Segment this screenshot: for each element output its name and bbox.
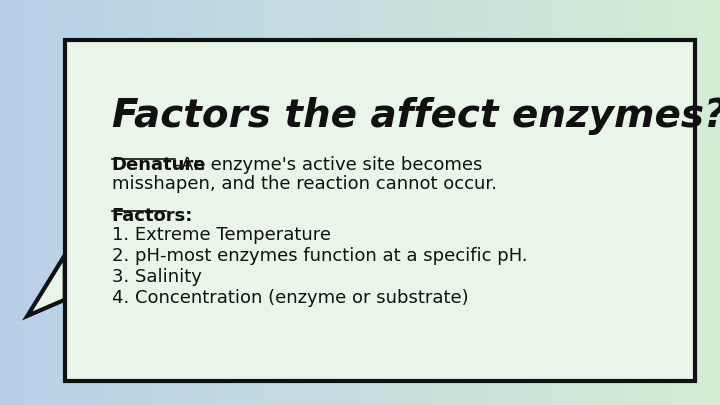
Text: -An enzyme's active site becomes: -An enzyme's active site becomes — [175, 156, 482, 174]
Text: Factors the affect enzymes?: Factors the affect enzymes? — [112, 97, 720, 135]
Text: 2. pH-most enzymes function at a specific pH.: 2. pH-most enzymes function at a specifi… — [112, 247, 527, 265]
Text: 3. Salinity: 3. Salinity — [112, 268, 202, 286]
Text: Denature: Denature — [112, 156, 206, 174]
Text: 1. Extreme Temperature: 1. Extreme Temperature — [112, 226, 330, 244]
Text: misshapen, and the reaction cannot occur.: misshapen, and the reaction cannot occur… — [112, 175, 497, 193]
Text: Factors:: Factors: — [112, 207, 193, 225]
Text: 4. Concentration (enzyme or substrate): 4. Concentration (enzyme or substrate) — [112, 289, 468, 307]
